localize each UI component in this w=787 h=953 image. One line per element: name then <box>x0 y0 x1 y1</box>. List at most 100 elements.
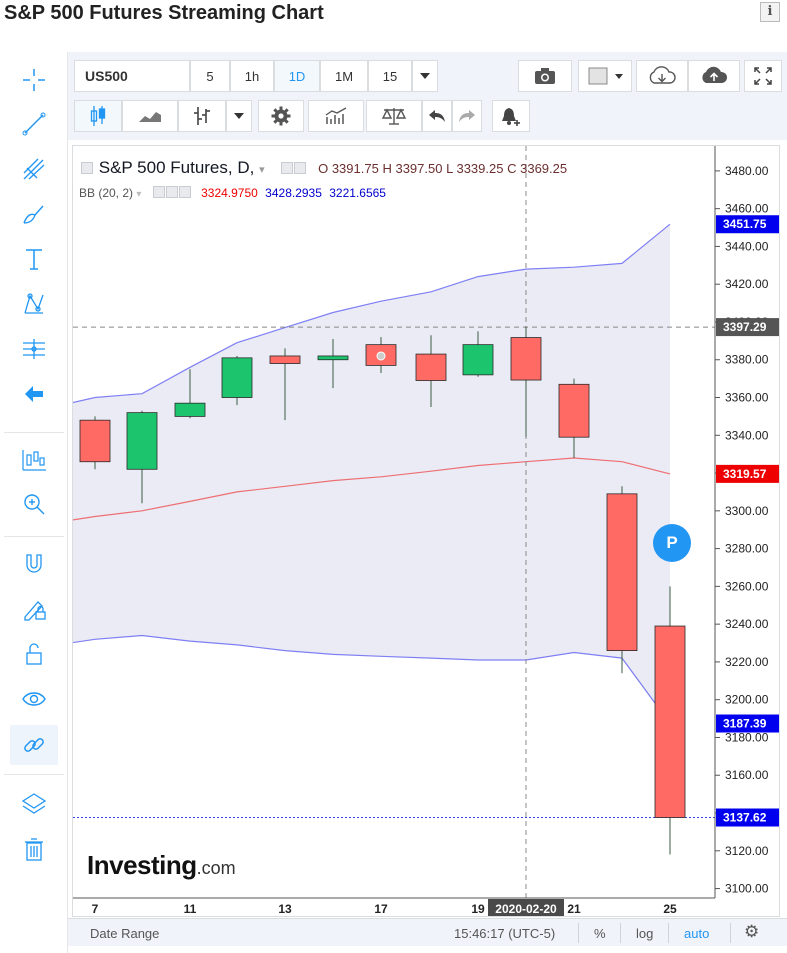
eye-icon[interactable] <box>10 679 58 719</box>
time-tick-label: 13 <box>278 902 292 916</box>
brush-icon[interactable] <box>10 194 58 234</box>
price-tick-label: 3280.00 <box>725 542 769 556</box>
interval-1h[interactable]: 1h <box>230 60 274 92</box>
save-cloud-button[interactable] <box>688 60 740 92</box>
price-tick-label: 3240.00 <box>725 617 769 631</box>
candles-style-button[interactable] <box>74 100 122 132</box>
style-dropdown[interactable] <box>226 100 252 132</box>
interval-1d[interactable]: 1D <box>274 60 320 92</box>
symbol-input[interactable]: US500 <box>74 60 190 92</box>
price-tick-label: 3420.00 <box>725 277 769 291</box>
trend-line-icon[interactable] <box>10 104 58 144</box>
high-value: 3397.50 <box>395 161 443 176</box>
legend-symbol: S&P 500 Futures, D, <box>98 158 255 177</box>
bb-dropdown-icon[interactable]: ▾ <box>136 189 142 200</box>
time-tick-label: 19 <box>471 902 485 916</box>
price-tick-label: 3360.00 <box>725 391 769 405</box>
bb-label: BB (20, 2) <box>79 186 134 200</box>
logo-suffix: .com <box>196 858 236 878</box>
time-tick-label: 17 <box>374 902 388 916</box>
compare-button[interactable] <box>366 100 422 132</box>
time-tick-label: 7 <box>92 902 99 916</box>
crosshair-icon[interactable] <box>10 60 58 100</box>
interval-15[interactable]: 15 <box>368 60 412 92</box>
low-value: 3339.25 <box>456 161 504 176</box>
pattern-icon[interactable] <box>10 284 58 324</box>
unlock-icon[interactable] <box>10 634 58 674</box>
investing-logo: Investing.com <box>87 850 236 881</box>
high-label: H <box>382 161 392 176</box>
fullscreen-icon <box>754 67 772 85</box>
bottom-gear-icon[interactable]: ⚙ <box>744 922 760 941</box>
candle-body <box>558 383 590 438</box>
lock-drawing-icon[interactable] <box>10 589 58 629</box>
candle-body <box>174 402 206 417</box>
candle-body <box>606 493 638 651</box>
chart-panel[interactable]: 3100.003120.003140.003160.003180.003200.… <box>72 145 780 917</box>
camera-button[interactable] <box>518 60 572 92</box>
bb-gear-icon[interactable] <box>165 186 178 198</box>
event-marker <box>376 351 386 361</box>
layers-icon[interactable] <box>10 784 58 824</box>
auto-toggle[interactable]: auto <box>684 926 710 941</box>
date-range-button[interactable]: Date Range <box>90 926 160 941</box>
settings-button[interactable] <box>258 100 304 132</box>
candlestick-chart[interactable]: 3100.003120.003140.003160.003180.003200.… <box>73 146 780 917</box>
price-tick-label: 3440.00 <box>725 239 769 253</box>
candle-body <box>510 337 542 381</box>
time-tick-label: 25 <box>663 902 677 916</box>
price-tag-label: 3451.75 <box>723 217 767 231</box>
legend-dropdown-icon[interactable]: ▾ <box>259 164 265 176</box>
indicators-chart-icon <box>325 107 347 124</box>
price-tag <box>716 318 779 337</box>
chart-style-button[interactable] <box>578 60 632 92</box>
price-tag-label: 3137.62 <box>723 811 767 825</box>
redo-button[interactable] <box>452 100 482 132</box>
text-tool-icon[interactable] <box>10 239 58 279</box>
publish-p-button[interactable]: P <box>653 524 691 562</box>
undo-button[interactable] <box>422 100 452 132</box>
trash-icon[interactable] <box>10 829 58 869</box>
magnet-icon[interactable] <box>10 544 58 584</box>
price-tag <box>716 215 779 234</box>
time-tick-label: 21 <box>567 902 581 916</box>
log-toggle[interactable]: log <box>636 926 654 941</box>
top-toolbar: US500 5 1h 1D 1M 15 <box>68 52 787 140</box>
candle-body <box>126 412 158 470</box>
collapse-icon[interactable] <box>81 162 93 174</box>
area-style-button[interactable] <box>122 100 178 132</box>
logo-brand: Investing <box>87 850 197 880</box>
bb-close-icon[interactable] <box>178 186 191 198</box>
legend-indicator-row: BB (20, 2) ▾ 3324.9750 3428.2935 3221.65… <box>79 186 386 200</box>
bb-eye-icon[interactable] <box>152 186 165 198</box>
interval-dropdown[interactable] <box>412 60 438 92</box>
interval-5[interactable]: 5 <box>190 60 230 92</box>
price-tag-label: 3397.29 <box>723 320 767 334</box>
link-icon[interactable] <box>10 725 58 765</box>
back-arrow-icon[interactable] <box>10 374 58 414</box>
load-cloud-button[interactable] <box>636 60 688 92</box>
measure-icon[interactable] <box>10 329 58 369</box>
eye-icon[interactable] <box>281 162 294 174</box>
bars-style-button[interactable] <box>178 100 226 132</box>
candles-icon <box>90 106 106 126</box>
zoom-in-icon[interactable] <box>10 484 58 524</box>
price-tick-label: 3300.00 <box>725 504 769 518</box>
interval-1m[interactable]: 1M <box>320 60 368 92</box>
price-axis-bg <box>715 146 779 916</box>
alert-button[interactable] <box>492 100 530 132</box>
pitchfork-icon[interactable] <box>10 149 58 189</box>
indicators-icon[interactable] <box>10 440 58 480</box>
gear-icon[interactable] <box>294 162 307 174</box>
candle-body <box>415 353 447 381</box>
bollinger-band-fill <box>73 224 670 724</box>
fullscreen-button[interactable] <box>744 60 782 92</box>
color-square-icon <box>588 67 623 85</box>
undo-arrow-icon <box>429 110 445 122</box>
info-icon[interactable]: i <box>760 2 780 22</box>
indicators-button[interactable] <box>308 100 364 132</box>
gear-icon <box>271 106 291 126</box>
price-tick-label: 3120.00 <box>725 844 769 858</box>
clock-display: 15:46:17 (UTC-5) <box>454 926 556 941</box>
percent-toggle[interactable]: % <box>594 926 606 941</box>
